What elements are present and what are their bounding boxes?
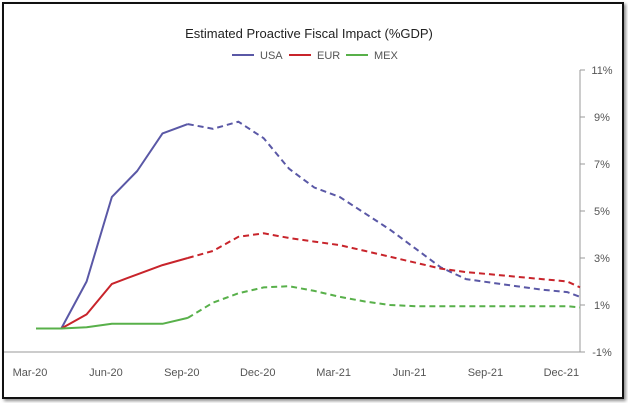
x-tick-label: Dec-21 — [544, 367, 579, 379]
x-tick-label: Mar-20 — [13, 367, 48, 379]
chart-title: Estimated Proactive Fiscal Impact (%GDP) — [185, 26, 433, 41]
y-tick-label: 11% — [591, 65, 612, 77]
y-tick-label: 3% — [594, 253, 610, 265]
legend-label-mex: MEX — [374, 50, 399, 62]
series-eur-projected-line — [187, 232, 581, 289]
series-usa-actual-line — [36, 123, 189, 330]
series-mex-projected-line — [187, 285, 581, 319]
series-eur-actual-line — [36, 257, 189, 330]
x-tick-label: Sep-21 — [468, 367, 503, 379]
legend: USA EUR MEX — [232, 50, 399, 62]
y-tick-label: -1% — [592, 347, 612, 359]
x-tick-label: Sep-20 — [164, 367, 199, 379]
series-mex-actual-line — [36, 316, 189, 330]
legend-label-eur: EUR — [317, 50, 340, 62]
chart-frame: Estimated Proactive Fiscal Impact (%GDP)… — [2, 2, 624, 399]
plot-area: 11% 9% 7% 5% 3% 1% -1% Mar-20 Jun-20 Sep-20 Dec-20… — [4, 65, 613, 379]
x-tick-label: Jun-20 — [89, 367, 123, 379]
line-chart: Estimated Proactive Fiscal Impact (%GDP)… — [4, 26, 613, 379]
y-tick-label: 9% — [594, 112, 610, 124]
x-tick-label: Mar-21 — [316, 367, 351, 379]
series-usa-projected-line — [187, 120, 581, 298]
legend-label-usa: USA — [260, 50, 283, 62]
y-tick-label: 1% — [594, 300, 610, 312]
x-tick-label: Dec-20 — [240, 367, 275, 379]
y-tick-label: 7% — [594, 159, 610, 171]
x-tick-label: Jun-21 — [393, 367, 427, 379]
y-tick-label: 5% — [594, 206, 610, 218]
